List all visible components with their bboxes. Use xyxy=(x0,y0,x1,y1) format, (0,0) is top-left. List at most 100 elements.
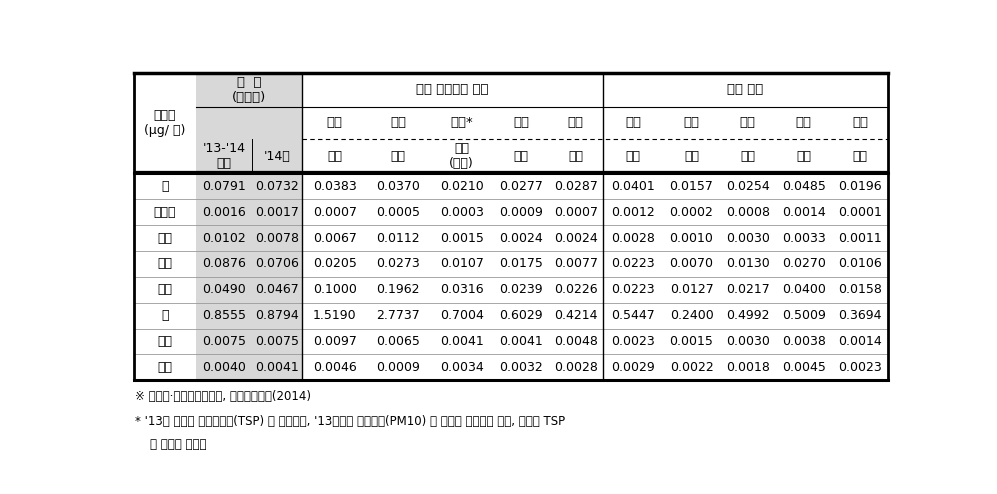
Text: 0.0223: 0.0223 xyxy=(611,257,655,270)
Text: 0.0032: 0.0032 xyxy=(499,361,543,374)
Text: 0.0401: 0.0401 xyxy=(611,180,655,193)
Text: 중금속
(μg/ ㎥): 중금속 (μg/ ㎥) xyxy=(145,109,185,137)
Text: 구월: 구월 xyxy=(797,150,812,163)
Text: 광안: 광안 xyxy=(684,150,699,163)
Text: 0.1000: 0.1000 xyxy=(313,283,357,296)
Text: 0.0077: 0.0077 xyxy=(553,257,598,270)
Bar xyxy=(196,73,302,380)
Text: 0.0490: 0.0490 xyxy=(202,283,246,296)
Text: 안  산
(원시동): 안 산 (원시동) xyxy=(232,76,266,104)
Text: 0.0273: 0.0273 xyxy=(376,257,420,270)
Text: 0.0041: 0.0041 xyxy=(255,361,299,374)
Text: 0.0075: 0.0075 xyxy=(255,335,299,348)
Text: 1.5190: 1.5190 xyxy=(313,309,357,322)
Text: 0.0706: 0.0706 xyxy=(255,257,299,270)
Text: 주삼
(삼일): 주삼 (삼일) xyxy=(450,142,475,170)
Text: 0.0157: 0.0157 xyxy=(670,180,714,193)
Text: '14년: '14년 xyxy=(264,150,291,163)
Text: 0.0400: 0.0400 xyxy=(782,283,826,296)
Text: '13-'14
평균: '13-'14 평균 xyxy=(202,142,245,170)
Text: 인천: 인천 xyxy=(796,117,812,129)
Text: 0.0041: 0.0041 xyxy=(499,335,543,348)
Text: 0.0254: 0.0254 xyxy=(726,180,770,193)
Text: 0.0007: 0.0007 xyxy=(313,206,357,219)
Text: 0.0102: 0.0102 xyxy=(202,232,246,245)
Text: 크롬: 크롬 xyxy=(158,232,172,245)
Text: 0.0045: 0.0045 xyxy=(782,361,826,374)
Text: 0.0107: 0.0107 xyxy=(440,257,484,270)
Text: 청주: 청주 xyxy=(513,117,529,129)
Text: 0.1962: 0.1962 xyxy=(377,283,420,296)
Text: 부산: 부산 xyxy=(684,117,700,129)
Text: 송정: 송정 xyxy=(513,150,528,163)
Text: 0.0316: 0.0316 xyxy=(440,283,484,296)
Text: 0.0005: 0.0005 xyxy=(376,206,420,219)
Text: 0.0065: 0.0065 xyxy=(376,335,420,348)
Text: 0.0046: 0.0046 xyxy=(313,361,357,374)
Text: 0.0028: 0.0028 xyxy=(611,232,655,245)
Text: 망간: 망간 xyxy=(158,283,172,296)
Text: 0.0002: 0.0002 xyxy=(670,206,714,219)
Text: 0.0016: 0.0016 xyxy=(202,206,246,219)
Text: 0.5009: 0.5009 xyxy=(782,309,826,322)
Text: 0.0270: 0.0270 xyxy=(782,257,826,270)
Text: 0.0732: 0.0732 xyxy=(255,180,299,193)
Text: 0.0075: 0.0075 xyxy=(202,335,246,348)
Text: 0.0024: 0.0024 xyxy=(499,232,543,245)
Text: 농성: 농성 xyxy=(852,150,867,163)
Text: 0.5447: 0.5447 xyxy=(611,309,655,322)
Text: 0.0467: 0.0467 xyxy=(255,283,299,296)
Text: 0.4992: 0.4992 xyxy=(726,309,770,322)
Text: 0.0015: 0.0015 xyxy=(670,335,714,348)
Text: 0.8555: 0.8555 xyxy=(202,309,246,322)
Text: 울산: 울산 xyxy=(327,117,343,129)
Text: 0.0017: 0.0017 xyxy=(255,206,299,219)
Text: 0.0038: 0.0038 xyxy=(782,335,826,348)
Text: 서울: 서울 xyxy=(625,117,641,129)
Text: 0.0158: 0.0158 xyxy=(838,283,882,296)
Text: 0.0210: 0.0210 xyxy=(440,180,484,193)
Text: 주요 산업단지 지역: 주요 산업단지 지역 xyxy=(417,83,489,96)
Bar xyxy=(134,73,888,380)
Text: 0.0008: 0.0008 xyxy=(726,206,770,219)
Text: 대구: 대구 xyxy=(740,117,756,129)
Text: 0.0024: 0.0024 xyxy=(554,232,597,245)
Text: 0.0003: 0.0003 xyxy=(440,206,484,219)
Text: 0.7004: 0.7004 xyxy=(440,309,484,322)
Text: 0.8794: 0.8794 xyxy=(255,309,299,322)
Text: 0.0018: 0.0018 xyxy=(726,361,770,374)
Text: 0.0015: 0.0015 xyxy=(440,232,484,245)
Text: 0.0009: 0.0009 xyxy=(376,361,420,374)
Text: 0.0014: 0.0014 xyxy=(838,335,881,348)
Text: 대명: 대명 xyxy=(740,150,755,163)
Text: 2.7737: 2.7737 xyxy=(376,309,420,322)
Text: 장홍: 장홍 xyxy=(391,150,406,163)
Text: 0.0029: 0.0029 xyxy=(611,361,655,374)
Text: 0.0277: 0.0277 xyxy=(499,180,543,193)
Text: 0.0791: 0.0791 xyxy=(202,180,246,193)
Text: 0.0383: 0.0383 xyxy=(313,180,357,193)
Text: 철: 철 xyxy=(162,309,168,322)
Text: 0.0023: 0.0023 xyxy=(838,361,881,374)
Text: 0.0112: 0.0112 xyxy=(377,232,420,245)
Text: 납: 납 xyxy=(162,180,168,193)
Text: 0.0205: 0.0205 xyxy=(313,257,357,270)
Text: 0.0048: 0.0048 xyxy=(553,335,597,348)
Text: 0.0033: 0.0033 xyxy=(782,232,826,245)
Text: 0.0287: 0.0287 xyxy=(553,180,597,193)
Text: 0.0034: 0.0034 xyxy=(440,361,484,374)
Text: ※ 환경부·국립환경과학원, 대기환경연보(2014): ※ 환경부·국립환경과학원, 대기환경연보(2014) xyxy=(136,390,311,403)
Text: 0.0070: 0.0070 xyxy=(670,257,714,270)
Text: 0.0014: 0.0014 xyxy=(782,206,826,219)
Text: 0.0226: 0.0226 xyxy=(554,283,597,296)
Text: 0.0030: 0.0030 xyxy=(726,232,770,245)
Text: 카드뮴: 카드뮴 xyxy=(154,206,176,219)
Text: 0.0370: 0.0370 xyxy=(376,180,420,193)
Text: 포항: 포항 xyxy=(390,117,406,129)
Text: 0.0009: 0.0009 xyxy=(499,206,543,219)
Text: 비소: 비소 xyxy=(158,361,172,374)
Text: 0.0217: 0.0217 xyxy=(726,283,770,296)
Text: 0.0001: 0.0001 xyxy=(838,206,882,219)
Text: 0.6029: 0.6029 xyxy=(499,309,543,322)
Text: 0.0030: 0.0030 xyxy=(726,335,770,348)
